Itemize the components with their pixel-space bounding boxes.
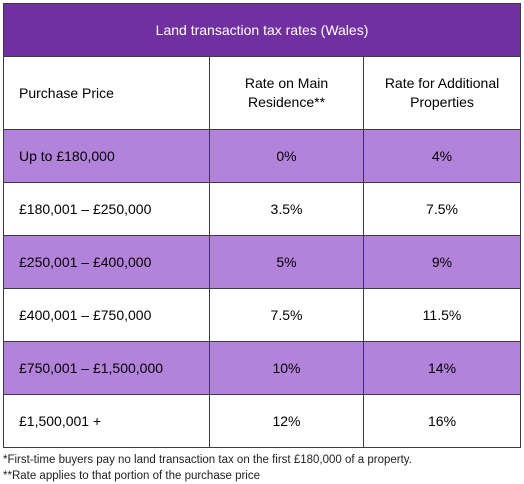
main-rate: 3.5% xyxy=(209,182,364,236)
additional-rate: 14% xyxy=(362,341,522,395)
header-purchase-price: Purchase Price xyxy=(3,56,210,130)
additional-rate: 9% xyxy=(362,235,522,289)
tax-rates-table: Land transaction tax rates (Wales) Purch… xyxy=(2,3,522,448)
header-main-residence-line1: Rate on Main xyxy=(244,75,329,91)
table-title: Land transaction tax rates (Wales) xyxy=(2,3,522,57)
footnotes: *First-time buyers pay no land transacti… xyxy=(3,452,520,484)
header-main-residence-line2: Residence** xyxy=(247,94,326,110)
header-additional-properties: Rate for Additional Properties xyxy=(362,56,522,130)
price-band: £750,001 – £1,500,000 xyxy=(3,341,210,395)
price-band: £400,001 – £750,000 xyxy=(3,288,210,342)
additional-rate: 7.5% xyxy=(362,182,522,236)
additional-rate: 4% xyxy=(362,129,522,183)
table-row: £400,001 – £750,000 7.5% 11.5% xyxy=(3,288,522,342)
table-row: £250,001 – £400,000 5% 9% xyxy=(3,235,522,289)
price-band: £180,001 – £250,000 xyxy=(3,182,210,236)
header-main-residence: Rate on Main Residence** xyxy=(209,56,364,130)
header-additional-line1: Rate for Additional xyxy=(384,75,500,91)
header-additional-line2: Properties xyxy=(410,94,474,110)
table-header-row: Purchase Price Rate on Main Residence** … xyxy=(3,56,522,130)
table-title-row: Land transaction tax rates (Wales) xyxy=(2,3,522,57)
price-band: £1,500,001 + xyxy=(3,394,210,448)
additional-rate: 11.5% xyxy=(362,288,522,342)
main-rate: 0% xyxy=(209,129,364,183)
main-rate: 10% xyxy=(209,341,364,395)
main-rate: 7.5% xyxy=(209,288,364,342)
footnote-rate-portion: **Rate applies to that portion of the pu… xyxy=(3,470,260,482)
tax-rates-document: Land transaction tax rates (Wales) Purch… xyxy=(2,3,522,484)
main-rate: 5% xyxy=(209,235,364,289)
price-band: £250,001 – £400,000 xyxy=(3,235,210,289)
table-row: £750,001 – £1,500,000 10% 14% xyxy=(3,341,522,395)
table-row: £1,500,001 + 12% 16% xyxy=(3,394,522,448)
footnote-first-time-buyers: *First-time buyers pay no land transacti… xyxy=(3,454,412,466)
additional-rate: 16% xyxy=(362,394,522,448)
table-row: £180,001 – £250,000 3.5% 7.5% xyxy=(3,182,522,236)
price-band: Up to £180,000 xyxy=(3,129,210,183)
main-rate: 12% xyxy=(209,394,364,448)
table-row: Up to £180,000 0% 4% xyxy=(3,129,522,183)
